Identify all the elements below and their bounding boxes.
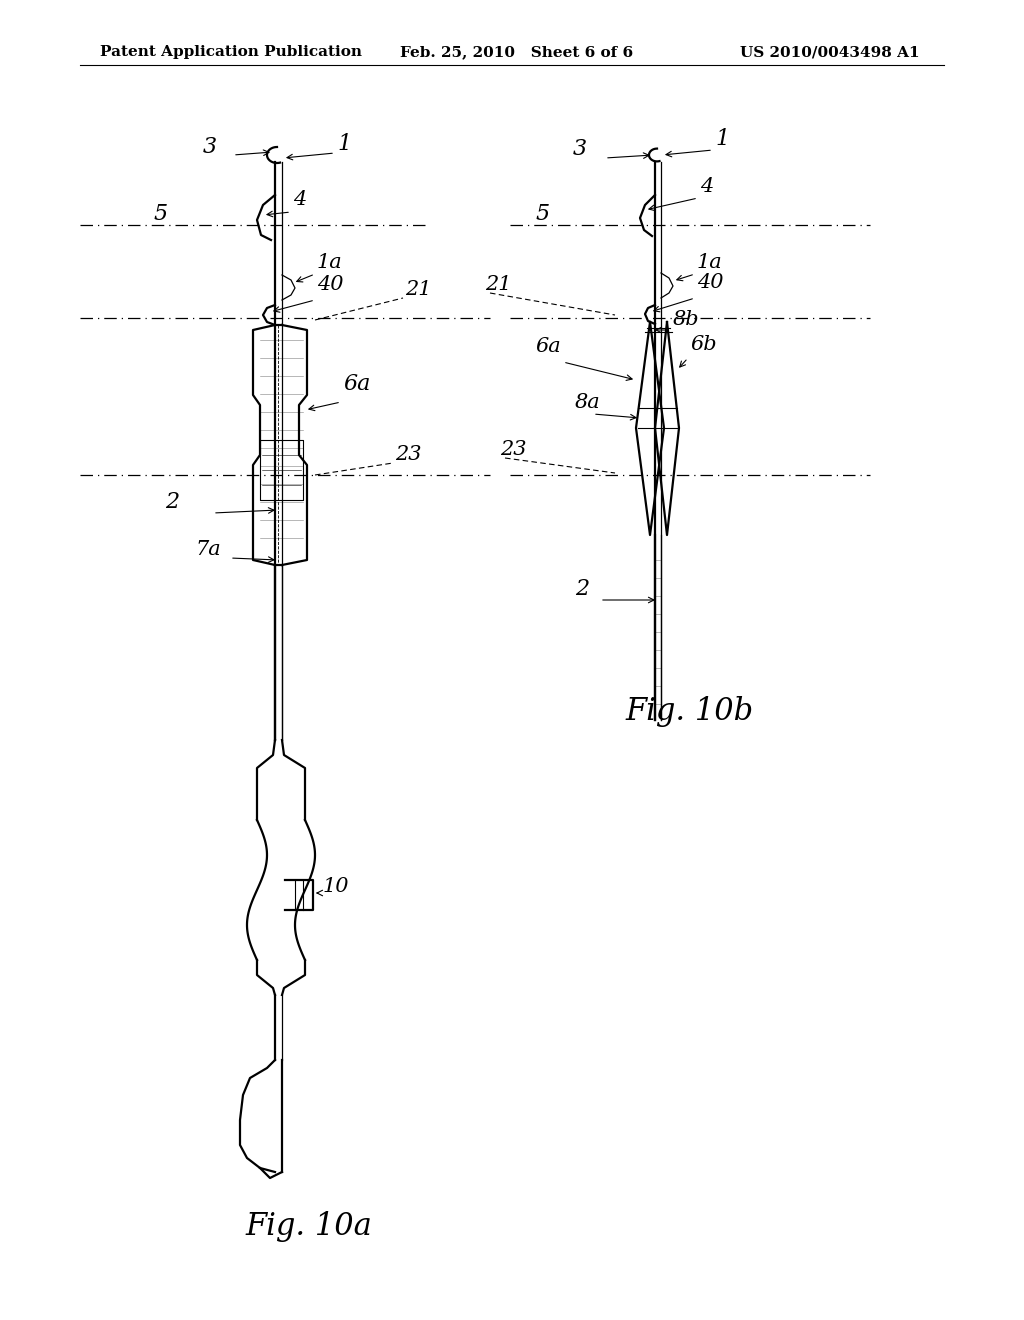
- Text: 8b: 8b: [673, 310, 699, 329]
- Text: 8a: 8a: [575, 393, 601, 412]
- Text: 2: 2: [165, 491, 179, 513]
- Text: 6b: 6b: [690, 335, 717, 354]
- Text: 21: 21: [485, 275, 512, 294]
- Text: Fig. 10a: Fig. 10a: [245, 1210, 372, 1242]
- Text: 6a: 6a: [343, 374, 371, 395]
- Text: 1: 1: [715, 128, 729, 150]
- Text: 4: 4: [293, 190, 306, 209]
- Text: US 2010/0043498 A1: US 2010/0043498 A1: [740, 45, 920, 59]
- Text: 3: 3: [573, 139, 587, 160]
- Text: 5: 5: [153, 203, 167, 224]
- Text: Fig. 10b: Fig. 10b: [625, 696, 753, 727]
- Text: 3: 3: [203, 136, 217, 158]
- Text: 5: 5: [535, 203, 549, 224]
- Text: 40: 40: [317, 275, 343, 294]
- Text: 10: 10: [323, 876, 349, 896]
- Text: 2: 2: [575, 578, 589, 601]
- Text: Patent Application Publication: Patent Application Publication: [100, 45, 362, 59]
- Text: Feb. 25, 2010   Sheet 6 of 6: Feb. 25, 2010 Sheet 6 of 6: [400, 45, 633, 59]
- Text: 1a: 1a: [697, 253, 723, 272]
- Text: 1: 1: [337, 133, 351, 154]
- Text: 7a: 7a: [195, 540, 221, 558]
- Text: 1a: 1a: [317, 253, 343, 272]
- Text: 4: 4: [700, 177, 714, 195]
- Text: 23: 23: [500, 440, 526, 459]
- Text: 6a: 6a: [535, 337, 561, 356]
- Text: 21: 21: [406, 280, 431, 300]
- Text: 40: 40: [697, 273, 724, 292]
- Text: 23: 23: [395, 445, 422, 465]
